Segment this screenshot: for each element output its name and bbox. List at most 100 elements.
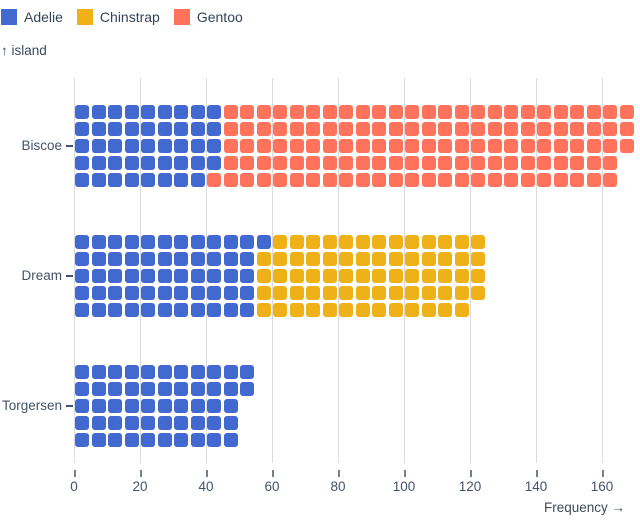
waffle-cell [372,105,387,119]
waffle-cell [487,156,502,170]
waffle-cell [174,105,189,119]
waffle-cell [454,156,469,170]
waffle-cell [471,286,486,300]
waffle-cell [372,286,387,300]
waffle-cell [355,139,370,153]
waffle-cell [256,235,271,249]
waffle-cell [504,105,519,119]
x-tick [74,470,76,477]
waffle-cell [256,122,271,136]
waffle-cell [91,303,106,317]
x-tick [206,470,208,477]
waffle-cell [306,139,321,153]
waffle-cell [108,235,123,249]
waffle-cell [553,105,568,119]
waffle-cell [157,173,172,187]
waffle-cell [91,156,106,170]
x-tick-label: 80 [330,479,346,494]
waffle-cell [322,156,337,170]
waffle-cell [190,433,205,447]
waffle-cell [174,235,189,249]
y-tick-label-torgersen: Torgersen [1,398,62,413]
waffle-cell [223,399,238,413]
waffle-cell [207,122,222,136]
waffle-cell [190,286,205,300]
waffle-cell [174,156,189,170]
gridline [272,78,273,463]
y-tick-label-dream: Dream [21,268,62,283]
waffle-cell [174,365,189,379]
waffle-cell [157,156,172,170]
waffle-cell [438,156,453,170]
waffle-cell [471,269,486,283]
waffle-cell [207,139,222,153]
waffle-cell [405,303,420,317]
waffle-cell [223,269,238,283]
waffle-cell [256,252,271,266]
waffle-cell [454,252,469,266]
waffle-cell [421,303,436,317]
waffle-cell [223,235,238,249]
waffle-cell [207,303,222,317]
waffle-cell [190,382,205,396]
waffle-cell [306,303,321,317]
x-tick-label: 40 [198,479,214,494]
waffle-cell [454,303,469,317]
waffle-cell [157,433,172,447]
waffle-cell [223,252,238,266]
waffle-cell [141,416,156,430]
waffle-cell [108,433,123,447]
x-tick [602,470,604,477]
waffle-cell [322,105,337,119]
waffle-cell [388,156,403,170]
waffle-cell [223,173,238,187]
waffle-cell [471,252,486,266]
waffle-cell [603,139,618,153]
waffle-cell [421,156,436,170]
waffle-cell [174,286,189,300]
waffle-cell [273,252,288,266]
waffle-cell [75,416,90,430]
x-tick [470,470,472,477]
waffle-cell [339,252,354,266]
x-tick-label: 100 [392,479,416,494]
gridline [602,78,603,463]
waffle-cell [273,122,288,136]
waffle-cell [75,303,90,317]
waffle-cell [157,252,172,266]
waffle-cell [586,156,601,170]
waffle-cell [273,105,288,119]
waffle-cell [372,173,387,187]
waffle-cell [553,122,568,136]
waffle-cell [223,365,238,379]
waffle-cell [273,139,288,153]
waffle-cell [586,173,601,187]
waffle-cell [190,235,205,249]
waffle-cell [355,286,370,300]
waffle-cell [207,252,222,266]
waffle-cell [75,286,90,300]
waffle-cell [124,416,139,430]
waffle-cell [207,365,222,379]
waffle-cell [174,382,189,396]
waffle-cell [141,433,156,447]
waffle-cell [388,173,403,187]
waffle-cell [405,105,420,119]
waffle-cell [454,286,469,300]
waffle-cell [619,122,634,136]
waffle-cell [108,303,123,317]
waffle-cell [388,252,403,266]
waffle-cell [91,416,106,430]
waffle-cell [372,235,387,249]
waffle-cell [223,303,238,317]
waffle-cell [619,139,634,153]
waffle-cell [520,105,535,119]
waffle-cell [223,416,238,430]
waffle-cell [273,156,288,170]
gridline [74,78,75,463]
waffle-cell [124,433,139,447]
waffle-cell [322,269,337,283]
gridline [206,78,207,463]
waffle-cell [207,399,222,413]
gridline [536,78,537,463]
